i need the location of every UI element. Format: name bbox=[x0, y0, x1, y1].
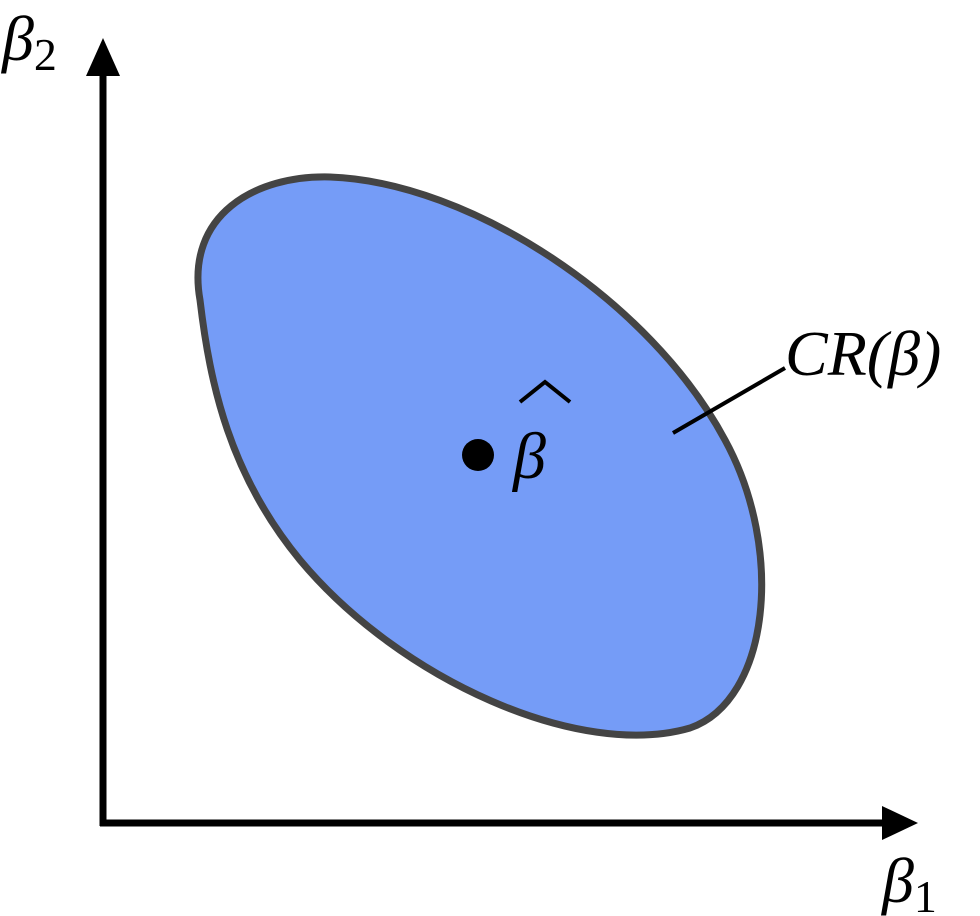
estimate-symbol: β bbox=[511, 420, 546, 493]
y-axis-label: β2 bbox=[0, 3, 57, 80]
region-label-leader bbox=[671, 366, 787, 435]
x-axis-label: β1 bbox=[880, 845, 937, 916]
hat-accent-icon bbox=[518, 379, 572, 404]
region-label: CR(β) bbox=[785, 318, 941, 389]
estimate-label: β bbox=[511, 379, 572, 493]
estimate-point bbox=[462, 439, 494, 471]
y-axis-arrowhead bbox=[86, 38, 120, 76]
x-axis-arrowhead bbox=[882, 806, 918, 840]
